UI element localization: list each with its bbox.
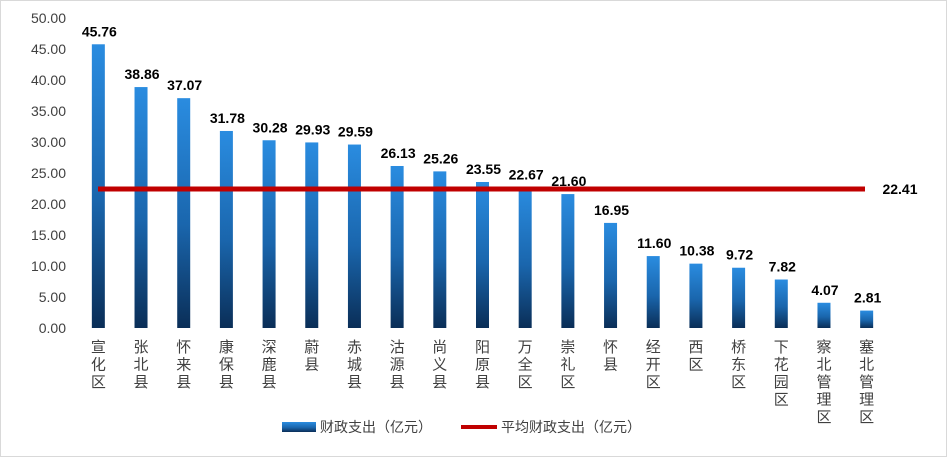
bar-value-label: 11.60: [637, 235, 671, 251]
legend: 财政支出（亿元） 平均财政支出（亿元）: [282, 420, 641, 436]
average-value-label: 22.41: [882, 181, 917, 197]
bar-value-label: 29.59: [338, 124, 373, 140]
bar: [134, 87, 148, 329]
bar: [646, 256, 660, 328]
y-axis: 0.00 5.00 10.00 15.00 20.00 25.00 30.00 35.00 40…: [31, 10, 66, 336]
x-category-label: 下花园区: [774, 338, 789, 409]
bar: [561, 194, 575, 328]
bar: [262, 140, 276, 328]
y-tick-label: 35.00: [31, 103, 66, 119]
bar: [689, 263, 703, 328]
bar-value-label: 25.26: [423, 150, 458, 166]
bar: [518, 187, 532, 328]
x-category-label: 西区: [688, 338, 703, 374]
x-category-label: 康保县: [219, 338, 234, 391]
bar: [347, 144, 361, 328]
bar: [860, 310, 874, 328]
x-category-label: 沽源县: [390, 338, 405, 391]
bar: [433, 171, 447, 328]
bar-value-label: 37.07: [167, 77, 202, 93]
y-tick-label: 20.00: [31, 196, 66, 212]
x-category-label: 尚义县: [432, 338, 447, 391]
x-category-label: 赤城县: [347, 338, 362, 391]
bar-value-label: 45.76: [82, 23, 117, 39]
y-tick-label: 30.00: [31, 134, 66, 150]
x-category-label: 察北管理区: [816, 338, 831, 426]
bar: [774, 279, 788, 328]
legend-swatch-bar: [282, 422, 316, 432]
x-category-label: 怀县: [603, 338, 618, 374]
bar-value-label: 2.81: [854, 290, 881, 306]
bar-value-label: 29.93: [295, 121, 330, 137]
bar: [91, 44, 105, 329]
legend-label-line: 平均财政支出（亿元）: [501, 420, 641, 436]
y-tick-label: 5.00: [39, 289, 66, 305]
bar-value-label: 4.07: [811, 282, 838, 298]
bar-value-label: 23.55: [466, 161, 501, 177]
bar: [732, 267, 746, 328]
x-category-label: 宣化区: [91, 338, 106, 391]
bar-value-label: 38.86: [125, 66, 160, 82]
bar: [476, 181, 489, 328]
x-category-label: 蔚县: [304, 338, 319, 374]
x-category-label: 万全区: [518, 338, 533, 391]
bar-value-label: 10.38: [679, 243, 714, 259]
x-category-label: 塞北管理区: [859, 338, 874, 426]
bars: [91, 44, 874, 329]
y-tick-label: 15.00: [31, 227, 66, 243]
average-line: 22.41: [98, 181, 918, 197]
bar-value-label: 16.95: [594, 202, 629, 218]
y-tick-label: 25.00: [31, 165, 66, 181]
y-tick-label: 40.00: [31, 72, 66, 88]
y-tick-label: 50.00: [31, 10, 66, 26]
x-category-label: 阳原县: [475, 338, 490, 391]
bar-value-label: 9.72: [726, 247, 753, 263]
legend-label-bar: 财政支出（亿元）: [320, 420, 432, 436]
bar-value-label: 7.82: [769, 259, 796, 275]
bar: [390, 165, 404, 328]
data-labels: 45.76 38.86 37.07 31.78 30.28 29.93 29.59 26.13…: [82, 23, 882, 305]
bar: [817, 302, 831, 328]
bar: [305, 142, 319, 328]
bar-value-label: 30.28: [253, 119, 288, 135]
x-axis: 宣化区 张北县 怀来县 康保县 深鹿县 蔚县 赤城县 沽源县 尚义县 阳原县 万全区 崇礼区 怀县 经开区…: [91, 338, 874, 426]
y-tick-label: 0.00: [39, 320, 66, 336]
bar-value-label: 21.60: [551, 173, 586, 189]
x-category-label: 怀来县: [176, 338, 191, 391]
bar-value-label: 22.67: [509, 166, 544, 182]
bar: [604, 222, 618, 328]
bar-value-label: 31.78: [210, 110, 245, 126]
bar: [219, 130, 233, 328]
x-category-label: 张北县: [134, 338, 149, 391]
bar-value-label: 26.13: [381, 145, 416, 161]
y-tick-label: 10.00: [31, 258, 66, 274]
bar: [177, 98, 191, 328]
x-category-label: 经开区: [646, 338, 661, 391]
x-category-label: 深鹿县: [262, 338, 277, 391]
x-category-label: 桥东区: [731, 338, 746, 391]
x-category-label: 崇礼区: [560, 338, 575, 391]
y-tick-label: 45.00: [31, 41, 66, 57]
